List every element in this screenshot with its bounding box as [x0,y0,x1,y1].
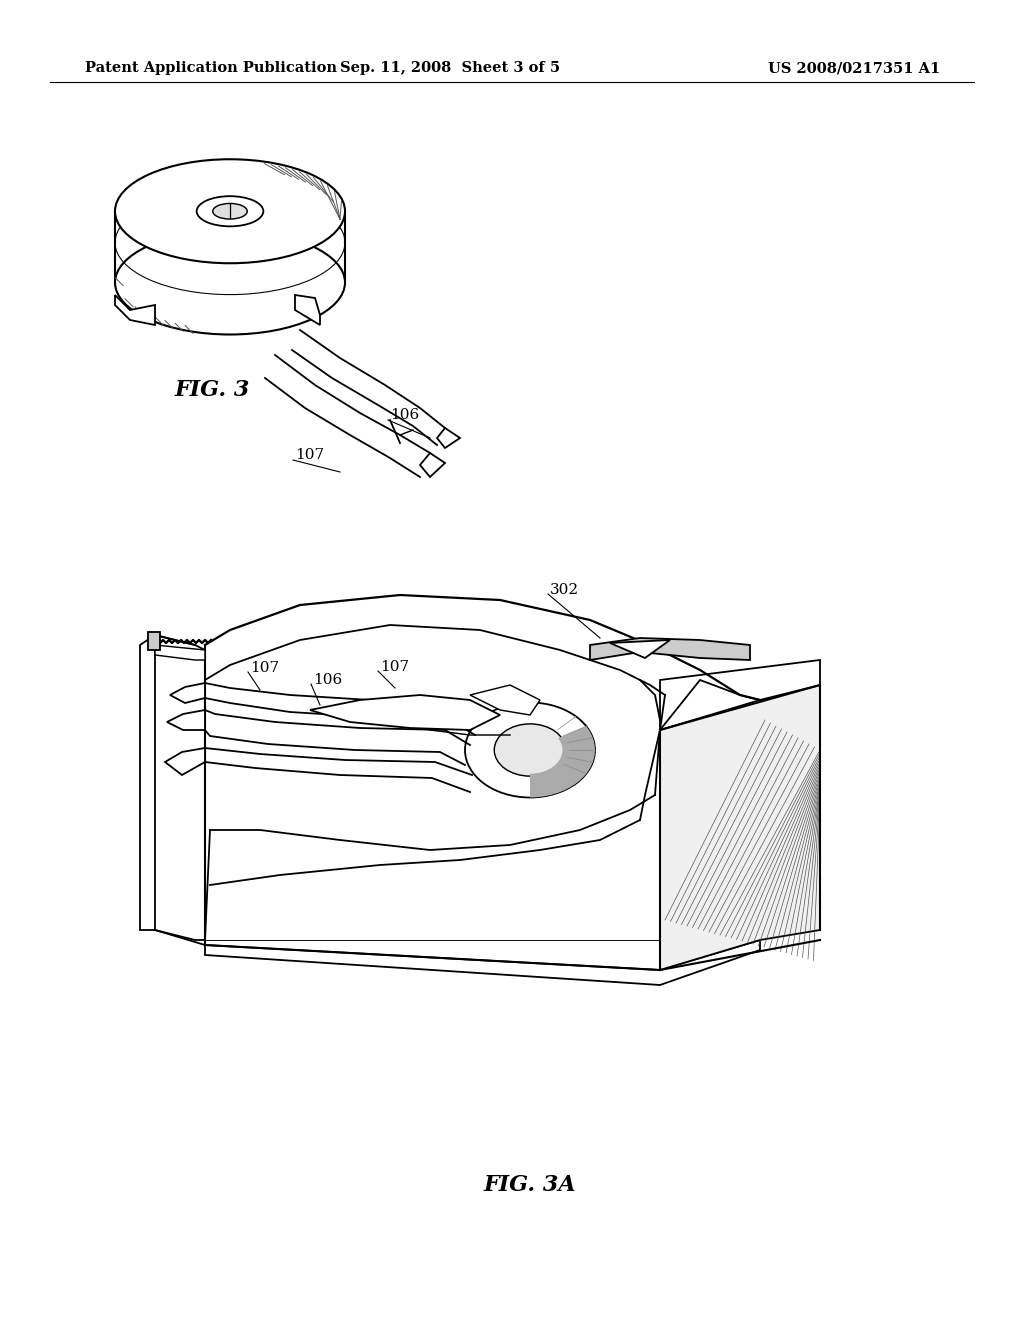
Ellipse shape [115,160,345,263]
Polygon shape [590,638,750,660]
Polygon shape [295,294,319,325]
Text: 107: 107 [380,660,410,675]
Polygon shape [167,710,205,730]
Ellipse shape [495,723,565,776]
Polygon shape [610,640,670,657]
Polygon shape [205,940,760,985]
Polygon shape [310,696,500,730]
Text: FIG. 3A: FIG. 3A [483,1173,577,1196]
Ellipse shape [465,702,595,797]
Text: FIG. 3: FIG. 3 [175,379,251,401]
Polygon shape [660,660,820,730]
Text: 107: 107 [250,661,280,675]
Text: Sep. 11, 2008  Sheet 3 of 5: Sep. 11, 2008 Sheet 3 of 5 [340,61,560,75]
Polygon shape [140,635,205,940]
Polygon shape [148,632,160,649]
Text: 302: 302 [550,583,580,597]
Text: Patent Application Publication: Patent Application Publication [85,61,337,75]
Polygon shape [115,294,155,325]
Polygon shape [155,645,205,660]
Polygon shape [420,453,445,477]
Ellipse shape [213,203,247,219]
Polygon shape [530,726,595,797]
Text: 106: 106 [390,408,419,422]
Polygon shape [660,685,820,970]
Ellipse shape [115,231,345,334]
Text: 106: 106 [313,673,342,686]
Text: US 2008/0217351 A1: US 2008/0217351 A1 [768,61,940,75]
Polygon shape [437,428,460,447]
Polygon shape [470,685,540,715]
Polygon shape [170,682,205,704]
Text: 107: 107 [295,447,325,462]
Polygon shape [165,748,205,775]
Ellipse shape [197,197,263,226]
